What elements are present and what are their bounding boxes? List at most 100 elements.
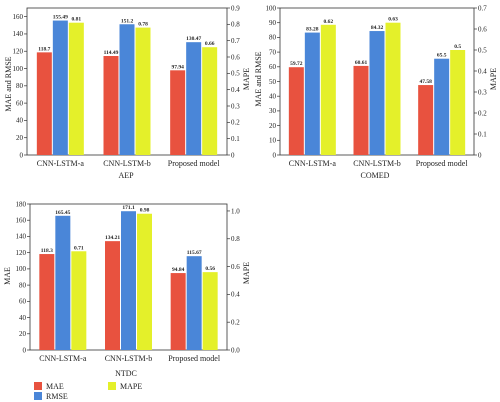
y-tick-label: 120 [13, 48, 24, 56]
y2-tick-label: 0.3 [231, 102, 240, 110]
bar-rmse [304, 32, 320, 155]
y-tick-label: 100 [16, 265, 27, 273]
data-label-mae: 47.58 [419, 79, 432, 85]
data-label-mape: 0.78 [138, 22, 148, 28]
y-tick-label: 60 [19, 298, 27, 306]
category-label: CNN-LSTM-a [289, 159, 337, 168]
y-tick-label: 140 [13, 30, 24, 38]
panel-comed-y2label: MAPE [489, 68, 498, 90]
y-tick-label: 80 [19, 281, 27, 289]
y2-tick-label: 0.4 [478, 67, 487, 75]
y2-tick-label: 1.0 [231, 207, 240, 215]
y-tick-label: 140 [16, 233, 27, 241]
y2-tick-label: 0.0 [231, 346, 240, 354]
category-label: CNN-LSTM-b [105, 354, 153, 363]
bar-mae [170, 70, 186, 155]
y-tick-label: 40 [269, 93, 277, 101]
panel-comed-ylabel: MAE and RMSE [254, 51, 263, 106]
data-label-mae: 134.21 [105, 235, 120, 241]
panel-ntdc: NTDC MAE MAPE [3, 262, 251, 378]
category-label: CNN-LSTM-b [353, 159, 401, 168]
bar-mape [137, 213, 152, 350]
panel-ntdc-ylabel: MAE [3, 267, 12, 285]
panel-comed: COMED MAE and RMSE MAPE [254, 51, 498, 180]
y2-tick-label: 0.2 [231, 119, 240, 127]
y2-tick-label: 0.2 [231, 318, 240, 326]
bar-mape [202, 47, 218, 156]
y2-tick-label: 0.7 [478, 4, 487, 12]
category-label: Proposed model [416, 159, 469, 168]
bar-rmse [119, 24, 135, 155]
bar-mae [39, 254, 55, 350]
y2-tick-label: 0 [478, 151, 482, 159]
category-label: Proposed model [168, 159, 221, 168]
panel-aep: AEP MAE and RMSE MAPE [4, 56, 251, 180]
data-label-mape: 0.66 [205, 41, 215, 47]
data-label-mape: 0.63 [388, 17, 398, 23]
bar-rmse [186, 42, 202, 155]
legend-label-rmse: RMSE [46, 392, 68, 401]
data-label-mae: 97.94 [171, 64, 184, 70]
y-tick-label: 40 [16, 117, 24, 125]
category-label: CNN-LSTM-a [39, 354, 87, 363]
legend-label-mape: MAPE [120, 382, 142, 391]
bar-mape [385, 22, 401, 156]
data-label-rmse: 165.45 [55, 210, 70, 216]
bar-rmse [121, 211, 136, 350]
bar-mape [135, 27, 151, 156]
bar-mae [105, 241, 120, 350]
data-label-rmse: 115.67 [187, 250, 202, 256]
bar-mape [320, 24, 336, 155]
bar-rmse [186, 256, 202, 350]
bar-mae [288, 67, 304, 155]
y-tick-label: 70 [269, 48, 277, 56]
bar-mae [353, 65, 369, 155]
bar-rmse [55, 215, 71, 350]
legend-swatch-mae [34, 382, 42, 390]
y-tick-label: 180 [16, 200, 27, 208]
y2-tick-label: 0.6 [478, 25, 487, 33]
data-label-mae: 118.3 [41, 248, 53, 254]
y-tick-label: 160 [13, 13, 24, 21]
bar-mae [170, 273, 186, 350]
y2-tick-label: 0.1 [231, 135, 240, 143]
y2-tick-label: 0.6 [231, 263, 240, 271]
y-tick-label: 90 [269, 19, 277, 27]
y-tick-label: 60 [269, 63, 277, 71]
data-label-rmse: 155.49 [53, 15, 68, 21]
y-tick-label: 20 [16, 134, 24, 142]
bar-rmse [434, 58, 450, 156]
y-tick-label: 30 [269, 107, 277, 115]
panel-aep-plot: 0 20 40 60 80 100 120 140 160 0 0.1 0.2 0.3 0.4 0.5 0.6… [13, 4, 241, 168]
y2-tick-label: 0.3 [478, 88, 487, 96]
y-tick-label: 80 [269, 34, 277, 42]
y2-tick-label: 0.8 [231, 21, 240, 29]
panel-aep-ylabel: MAE and RMSE [4, 56, 13, 111]
y2-tick-label: 0.2 [478, 109, 487, 117]
y-tick-label: 40 [19, 314, 27, 322]
data-label-rmse: 83.28 [306, 27, 319, 33]
data-label-rmse: 151.2 [121, 18, 134, 24]
bar-mape [71, 251, 87, 350]
y2-tick-label: 0 [231, 151, 235, 159]
bar-mape [68, 22, 84, 156]
data-label-mae: 114.49 [104, 50, 119, 56]
panel-ntdc-y2label: MAPE [242, 262, 251, 284]
data-label-mae: 60.61 [355, 60, 368, 66]
panel-ntdc-xlabel: NTDC [115, 369, 137, 378]
legend-swatch-mape [108, 382, 116, 390]
y-tick-label: 20 [19, 330, 27, 338]
data-label-mae: 94.84 [172, 267, 185, 273]
y-tick-label: 0 [23, 346, 27, 354]
y-tick-label: 0 [20, 151, 24, 159]
bar-rmse [369, 31, 385, 156]
y-tick-label: 20 [269, 122, 277, 130]
y-tick-label: 80 [16, 82, 24, 90]
y2-tick-label: 0.4 [231, 291, 240, 299]
bar-mape [202, 272, 218, 350]
legend: MAE RMSE MAPE [34, 382, 142, 401]
bar-mae [103, 55, 119, 155]
panel-comed-xlabel: COMED [361, 171, 390, 180]
category-label: Proposed model [168, 354, 221, 363]
